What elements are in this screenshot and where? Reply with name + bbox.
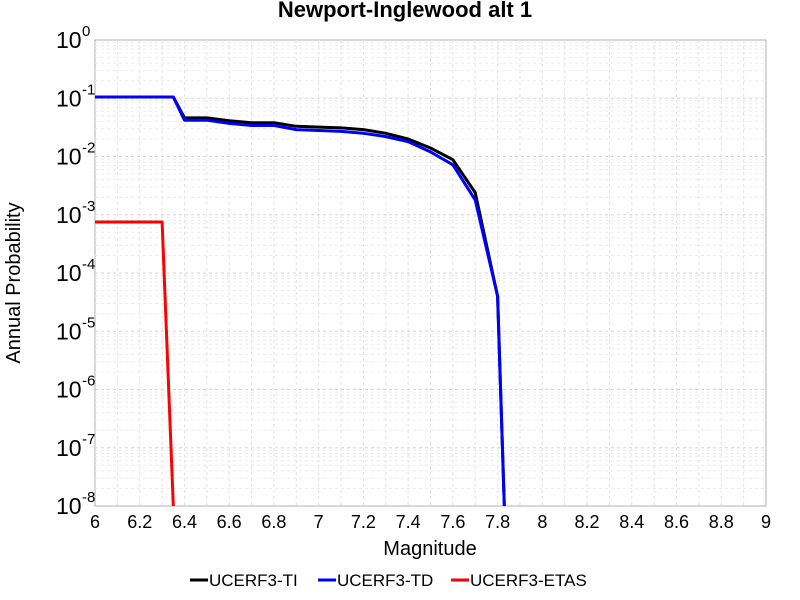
- series-line: [95, 95, 506, 507]
- series-line: [95, 220, 175, 507]
- y-tick-label: 10: [56, 202, 82, 228]
- legend-label: UCERF3-TI: [209, 571, 298, 590]
- y-tick-label: 10: [56, 85, 82, 111]
- series-layer: [95, 95, 506, 507]
- x-tick-label: 6.2: [127, 512, 152, 532]
- x-tick-label: 6.6: [217, 512, 242, 532]
- y-tick-label: 10: [56, 377, 82, 403]
- chart-title: Newport-Inglewood alt 1: [278, 0, 532, 22]
- grid: [95, 40, 766, 506]
- x-tick-label: 9: [761, 512, 771, 532]
- y-tick-label: 10: [56, 27, 82, 53]
- legend: UCERF3-TI UCERF3-TD UCERF3-ETAS: [190, 571, 587, 590]
- legend-label: UCERF3-TD: [337, 571, 433, 590]
- legend-label: UCERF3-ETAS: [470, 571, 587, 590]
- y-axis-label: Annual Probability: [3, 202, 25, 363]
- x-tick-label: 8.6: [664, 512, 689, 532]
- x-ticks: 6 6.2 6.4 6.6 6.8 7 7.2 7.4 7.6 7.8 8 8.2 8.4 8.6 8.8 9: [90, 512, 771, 532]
- x-tick-label: 6.8: [261, 512, 286, 532]
- y-tick-label: 10: [56, 435, 82, 461]
- y-tick-exponent: -5: [82, 314, 95, 331]
- x-tick-label: 7.8: [485, 512, 510, 532]
- x-tick-label: 6: [90, 512, 100, 532]
- y-tick-exponent: -8: [82, 489, 95, 506]
- y-tick-label: 10: [56, 318, 82, 344]
- y-tick-exponent: -1: [82, 81, 95, 98]
- y-tick-label: 10: [56, 493, 82, 519]
- y-tick-exponent: -2: [82, 140, 95, 157]
- y-tick-exponent: -3: [82, 198, 95, 215]
- x-tick-label: 8.4: [619, 512, 644, 532]
- x-tick-label: 8.2: [575, 512, 600, 532]
- x-tick-label: 7.6: [440, 512, 465, 532]
- x-axis-label: Magnitude: [383, 538, 476, 560]
- y-tick-exponent: 0: [82, 23, 90, 40]
- y-tick-label: 10: [56, 144, 82, 170]
- x-tick-label: 8: [537, 512, 547, 532]
- x-tick-label: 8.8: [709, 512, 734, 532]
- y-tick-exponent: -6: [82, 373, 95, 390]
- y-tick-exponent: -7: [82, 431, 95, 448]
- y-tick-label: 10: [56, 260, 82, 286]
- x-tick-label: 6.4: [172, 512, 197, 532]
- y-tick-exponent: -4: [82, 256, 95, 273]
- x-tick-label: 7: [314, 512, 324, 532]
- x-tick-label: 7.4: [396, 512, 421, 532]
- x-tick-label: 7.2: [351, 512, 376, 532]
